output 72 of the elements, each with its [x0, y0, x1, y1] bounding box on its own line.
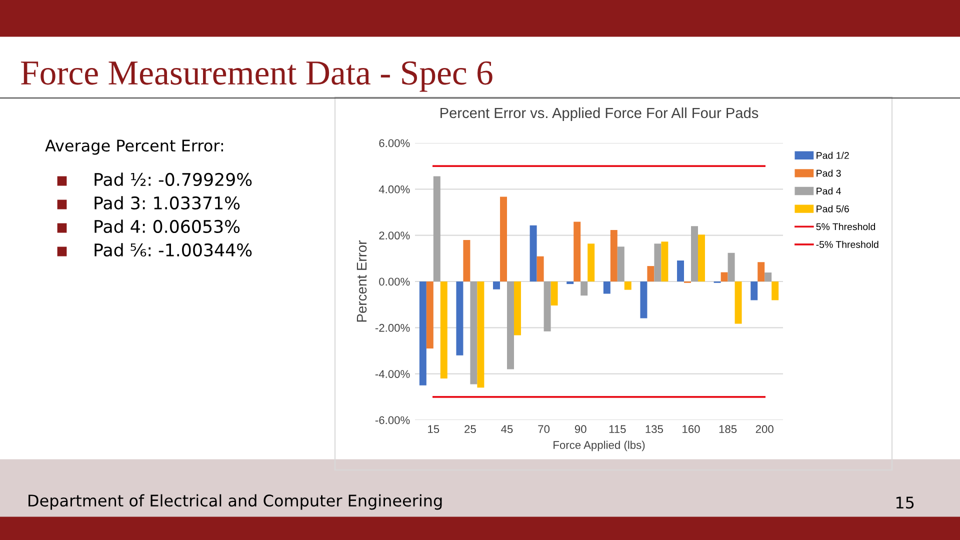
bar: [654, 244, 662, 282]
legend-label: -5% Threshold: [816, 240, 878, 248]
legend-label: Pad 1/2: [816, 152, 849, 159]
bar: [580, 282, 588, 296]
bar: [588, 244, 595, 282]
bar: [536, 256, 544, 282]
bar: [610, 230, 618, 282]
x-axis-title: Force Applied (lbs): [554, 440, 645, 452]
bar: [728, 252, 735, 282]
x-tick-label: 45: [501, 425, 513, 434]
legend-label: Pad 3: [816, 170, 841, 177]
bar: [477, 282, 484, 388]
y-tick-label: 0.00%: [379, 278, 410, 286]
bar: [720, 272, 728, 282]
text: Department of Electrical and Computer Engineering: [28, 494, 442, 510]
bar: [433, 176, 440, 282]
x-tick-label: 90: [574, 425, 586, 434]
bar: [624, 282, 632, 290]
bar: [463, 240, 470, 282]
text: 15: [896, 496, 914, 509]
x-tick-label: 70: [538, 425, 550, 434]
x-tick-label: 160: [682, 425, 700, 434]
bar: [734, 282, 742, 324]
bar: [440, 282, 448, 378]
bar: [617, 246, 624, 282]
text: Pad ⅚: -1.00344%: [94, 243, 252, 257]
y-tick-label: 6.00%: [379, 139, 410, 148]
bar: [456, 282, 464, 356]
bar: [764, 272, 772, 282]
bar: [640, 282, 648, 318]
chart-title: Force Measurement Data - Spec 6: [21, 61, 492, 92]
x-tick-label: 185: [719, 425, 737, 434]
bar: [493, 282, 500, 290]
y-tick-label: 4.00%: [378, 185, 410, 194]
bar: [677, 260, 684, 282]
legend-label: Pad 4: [816, 187, 841, 195]
bar: [550, 282, 558, 306]
bar: [772, 282, 779, 300]
bar: [661, 242, 668, 282]
bar: [426, 282, 434, 348]
bar: [507, 282, 514, 370]
y-tick-label: -6.00%: [375, 416, 410, 424]
text: Average Percent Error:: [45, 140, 223, 155]
x-tick-label: 15: [428, 425, 440, 434]
bar: [698, 234, 705, 282]
bar: [603, 282, 610, 294]
bar: [574, 222, 581, 282]
bar: [544, 282, 551, 332]
y-tick-label: 2.00%: [379, 232, 410, 240]
bar: [514, 282, 521, 336]
legend-label: 5% Threshold: [816, 223, 876, 230]
text: Pad 4: 0.06053%: [94, 220, 240, 234]
text: Pad 3: 1.03371%: [94, 196, 240, 210]
bar: [566, 282, 574, 284]
bar: [750, 282, 758, 300]
bar: [419, 282, 426, 386]
bar: [470, 282, 478, 384]
legend-label: Pad 5/6: [816, 205, 849, 212]
bar: [647, 266, 654, 282]
x-tick-label: 200: [756, 425, 774, 434]
bar: [758, 262, 765, 282]
bar: [691, 226, 698, 282]
bar: [530, 225, 537, 282]
y-tick-label: -2.00%: [375, 324, 410, 332]
x-tick-label: 25: [464, 425, 476, 434]
x-tick-label: 115: [609, 425, 626, 434]
y-axis-title: Percent Error: [356, 240, 367, 322]
text: Pad ½: -0.79929%: [94, 172, 252, 186]
x-tick-label: 135: [646, 425, 664, 434]
chart-subtitle: Percent Error vs. Applied Force For All Four Pads: [440, 107, 758, 122]
y-tick-label: -4.00%: [375, 370, 410, 378]
bar: [500, 196, 507, 282]
